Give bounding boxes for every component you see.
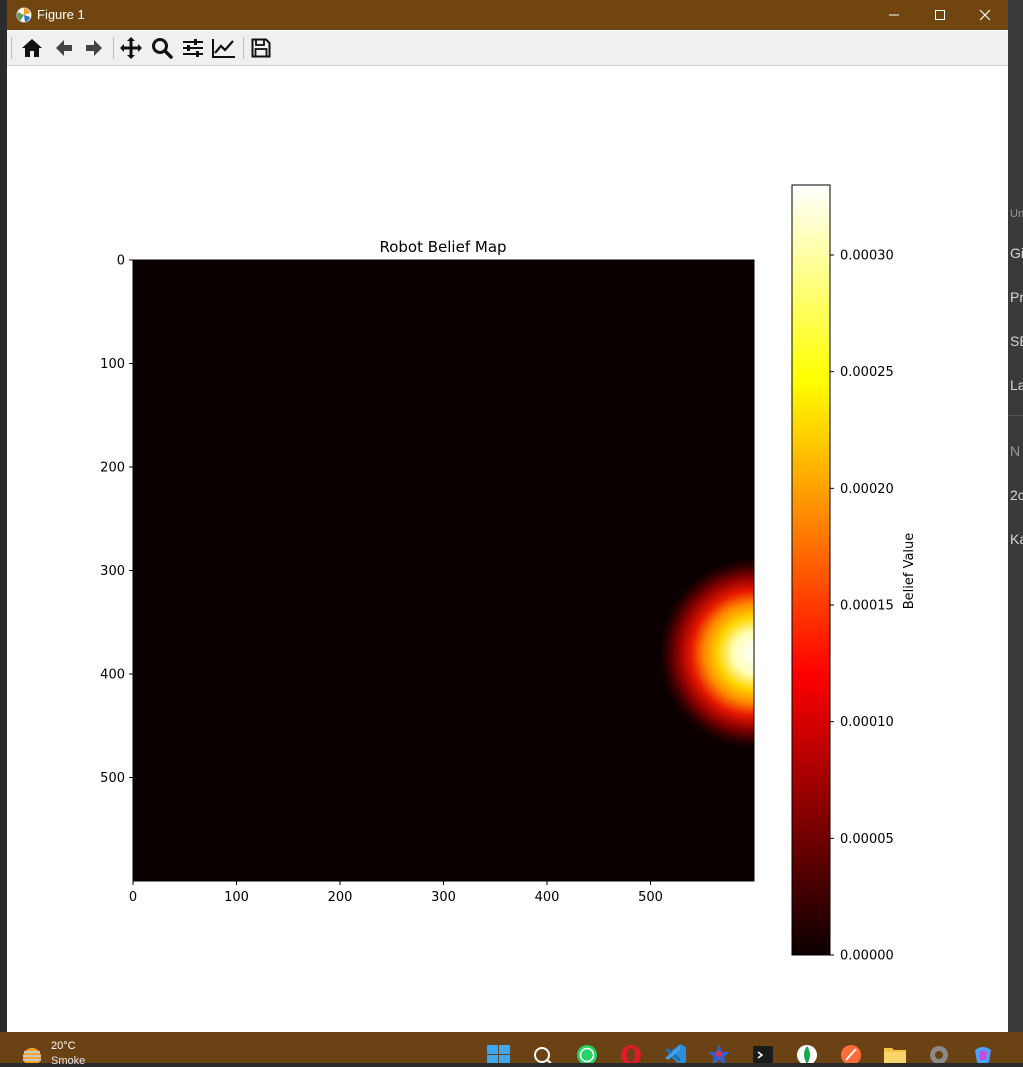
x-axis: 0 100 200 300 400 500 bbox=[129, 881, 663, 905]
colorbar-axis: 0.00000 0.00005 0.00010 0.00015 0.00020 0.000… bbox=[830, 249, 894, 964]
colorbar-tick-label: 0.00020 bbox=[840, 482, 894, 497]
settings-icon[interactable] bbox=[926, 1040, 952, 1064]
bg-label[interactable]: La bbox=[1010, 377, 1023, 393]
colorbar-tick-label: 0.00030 bbox=[840, 249, 894, 264]
bg-label: Uni bbox=[1010, 208, 1023, 220]
bg-label[interactable]: Gi bbox=[1010, 245, 1023, 261]
minimize-button[interactable] bbox=[871, 0, 917, 30]
chart-title: Robot Belief Map bbox=[379, 238, 506, 256]
pan-button[interactable] bbox=[117, 35, 145, 61]
weather-description[interactable]: Smoke bbox=[51, 1055, 86, 1067]
title-bar[interactable]: Figure 1 bbox=[7, 0, 1008, 30]
pan-icon bbox=[120, 37, 142, 59]
toolbar-separator bbox=[243, 37, 244, 59]
terminal-icon[interactable] bbox=[750, 1040, 776, 1063]
y-tick-label: 100 bbox=[100, 357, 125, 372]
toolbar-grip bbox=[11, 37, 12, 59]
zoom-button[interactable] bbox=[148, 35, 176, 61]
maximize-button[interactable] bbox=[917, 0, 963, 30]
vscode-icon[interactable] bbox=[662, 1040, 688, 1065]
copilot-icon[interactable] bbox=[970, 1040, 996, 1064]
colorbar-tick-label: 0.00015 bbox=[840, 599, 894, 614]
background-app-panel: Uni Gi Pr SE La N 2c Ka bbox=[1008, 0, 1023, 1032]
bg-divider bbox=[1008, 415, 1023, 416]
colorbar-tick-label: 0.00025 bbox=[840, 365, 894, 380]
x-tick-label: 500 bbox=[638, 890, 663, 905]
start-icon[interactable] bbox=[486, 1040, 512, 1063]
maximize-icon bbox=[935, 10, 945, 20]
back-button[interactable] bbox=[50, 35, 78, 61]
mongodb-icon[interactable] bbox=[794, 1040, 820, 1065]
weather-temperature[interactable]: 20°C bbox=[51, 1040, 76, 1052]
bg-label[interactable]: Ka bbox=[1010, 531, 1023, 547]
colorbar-tick-label: 0.00005 bbox=[840, 832, 894, 847]
x-tick-label: 400 bbox=[535, 890, 560, 905]
search-icon[interactable] bbox=[530, 1040, 556, 1064]
bg-label[interactable]: Pr bbox=[1010, 289, 1023, 305]
back-icon bbox=[56, 40, 72, 56]
bg-label[interactable]: SE bbox=[1010, 333, 1023, 349]
x-tick-label: 200 bbox=[328, 890, 353, 905]
y-axis: 0 100 200 300 400 500 bbox=[100, 254, 133, 786]
belief-map-chart: Robot Belief Map 0 100 200 300 400 500 0 100 20… bbox=[100, 184, 917, 964]
home-icon bbox=[22, 39, 42, 57]
y-tick-label: 0 bbox=[117, 254, 125, 269]
y-tick-label: 400 bbox=[100, 668, 125, 683]
figure-canvas[interactable]: Robot Belief Map 0 100 200 300 400 500 0 100 20… bbox=[7, 66, 1008, 1032]
matplotlib-icon bbox=[16, 7, 32, 23]
y-tick-label: 200 bbox=[100, 461, 125, 476]
home-button[interactable] bbox=[18, 35, 46, 61]
colorbar-tick-label: 0.00000 bbox=[840, 949, 894, 964]
configure-subplots-button[interactable] bbox=[179, 35, 207, 61]
zoom-icon bbox=[152, 38, 173, 59]
whatsapp-icon[interactable] bbox=[574, 1040, 600, 1065]
colorbar-tick-label: 0.00010 bbox=[840, 715, 894, 730]
colorbar-label: Belief Value bbox=[902, 533, 917, 610]
postman-icon[interactable] bbox=[838, 1040, 864, 1065]
heatmap-image bbox=[133, 260, 754, 881]
configure-subplots-icon bbox=[183, 39, 203, 57]
app-icon[interactable] bbox=[706, 1040, 732, 1065]
weather-icon[interactable] bbox=[21, 1043, 43, 1066]
opera-icon[interactable] bbox=[618, 1040, 644, 1065]
bg-label: N bbox=[1010, 443, 1021, 459]
heatmap-background bbox=[133, 260, 754, 881]
forward-button[interactable] bbox=[80, 35, 108, 61]
forward-icon bbox=[86, 40, 102, 56]
x-tick-label: 0 bbox=[129, 890, 137, 905]
minimize-icon bbox=[889, 14, 899, 16]
belief-peak bbox=[659, 558, 754, 749]
y-tick-label: 500 bbox=[100, 771, 125, 786]
x-tick-label: 300 bbox=[431, 890, 456, 905]
x-tick-label: 100 bbox=[224, 890, 249, 905]
close-icon bbox=[979, 9, 991, 21]
y-tick-label: 300 bbox=[100, 564, 125, 579]
edit-axis-button[interactable] bbox=[210, 35, 238, 61]
bg-label[interactable]: 2c bbox=[1010, 487, 1023, 503]
navigation-toolbar bbox=[7, 31, 1008, 66]
save-icon bbox=[251, 38, 271, 58]
colorbar bbox=[791, 184, 831, 956]
window-title: Figure 1 bbox=[37, 7, 85, 22]
edit-axis-icon bbox=[212, 39, 235, 58]
figure-window: Figure 1 bbox=[7, 0, 1008, 1032]
file-explorer-icon[interactable] bbox=[882, 1040, 908, 1063]
save-button[interactable] bbox=[247, 35, 275, 61]
toolbar-separator bbox=[113, 37, 114, 59]
close-button[interactable] bbox=[962, 0, 1008, 30]
